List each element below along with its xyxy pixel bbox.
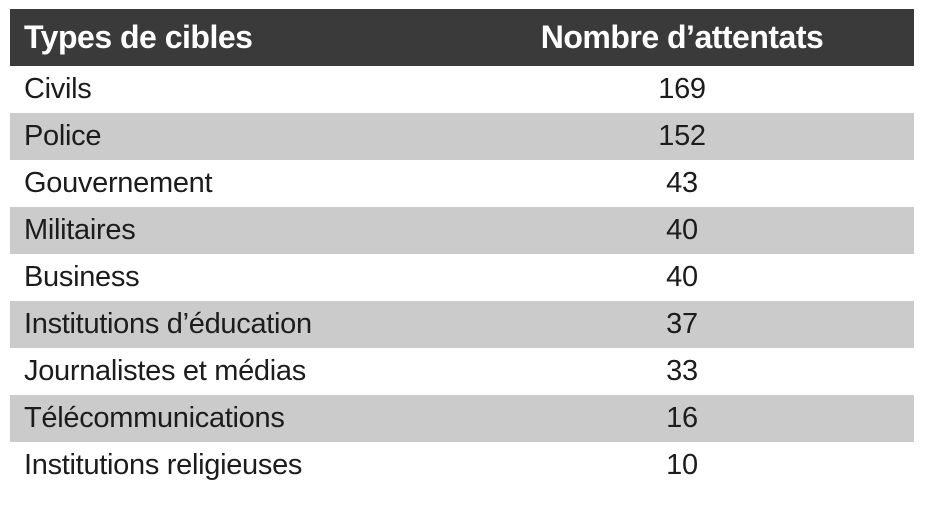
target-type-cell: Gouvernement: [24, 167, 213, 199]
attack-count-cell: 33: [666, 355, 698, 387]
table-header-row: Types de cibles Nombre d’attentats: [10, 9, 914, 66]
table-row: Gouvernement 43: [10, 160, 914, 207]
table-row: Police 152: [10, 113, 914, 160]
attack-count-cell: 40: [666, 261, 698, 293]
target-type-cell: Institutions religieuses: [24, 449, 303, 481]
attack-count-cell: 152: [658, 120, 706, 152]
attack-count-cell: 169: [658, 73, 706, 105]
table-body: Civils 169 Police 152 Gouvernement 43 Militair…: [10, 66, 914, 489]
attack-count-cell: 43: [666, 167, 698, 199]
table-row: Business 40: [10, 254, 914, 301]
target-type-cell: Police: [24, 120, 102, 152]
table-row: Institutions d’éducation 37: [10, 301, 914, 348]
target-type-cell: Business: [24, 261, 140, 293]
table-row: Institutions religieuses 10: [10, 442, 914, 489]
target-type-cell: Militaires: [24, 214, 136, 246]
target-type-cell: Institutions d’éducation: [24, 308, 312, 340]
table-row: Civils 169: [10, 66, 914, 113]
attack-count-cell: 10: [666, 449, 698, 481]
table-row: Militaires 40: [10, 207, 914, 254]
target-type-cell: Civils: [24, 73, 92, 105]
attack-count-cell: 16: [666, 402, 698, 434]
attacks-by-target-table: Types de cibles Nombre d’attentats Civil…: [10, 9, 914, 489]
attack-count-cell: 37: [666, 308, 698, 340]
column-header-target-types: Types de cibles: [24, 19, 253, 55]
column-header-attack-count: Nombre d’attentats: [540, 19, 824, 55]
target-type-cell: Journalistes et médias: [24, 355, 306, 387]
attack-count-cell: 40: [666, 214, 698, 246]
target-type-cell: Télécommunications: [24, 402, 285, 434]
table-row: Journalistes et médias 33: [10, 348, 914, 395]
table-row: Télécommunications 16: [10, 395, 914, 442]
